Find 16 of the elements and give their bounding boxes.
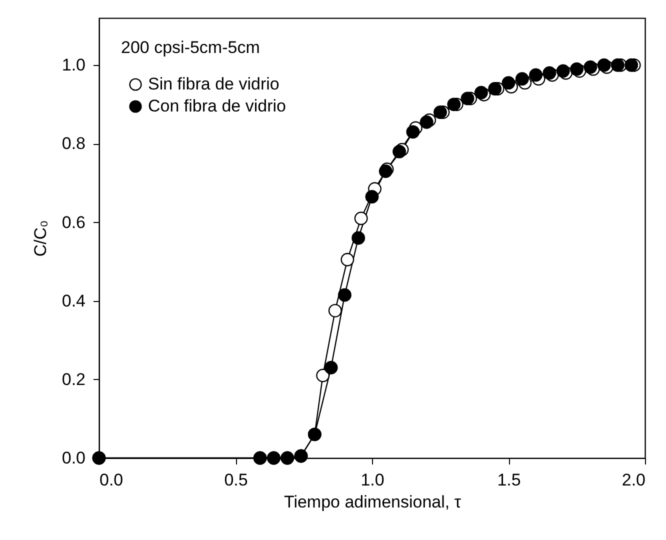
x-tick-label: 2.0 [622, 470, 646, 490]
x-tick-label: 1.5 [497, 470, 521, 490]
y-tick-label: 1.0 [62, 56, 86, 75]
x-tick-label: 0.5 [224, 470, 248, 490]
annotation: 200 cpsi-5cm-5cm [121, 38, 260, 57]
y-tick-label: 0.8 [62, 134, 86, 154]
legend-label: Con fibra de vidrio [148, 96, 286, 116]
y-tick-label: 0.2 [62, 370, 86, 389]
y-tick-label: 0.0 [62, 448, 86, 468]
x-tick-label: 0.0 [100, 470, 124, 490]
x-axis-title: Tiempo adimensional, τ [284, 492, 462, 512]
y-tick-label: 0.6 [62, 212, 86, 232]
y-tick-label: 0.4 [62, 291, 86, 310]
y-axis-title: C/C₀ [30, 220, 50, 257]
legend-label: Sin fibra de vidrio [148, 74, 280, 94]
x-tick-label: 1.0 [360, 470, 384, 490]
